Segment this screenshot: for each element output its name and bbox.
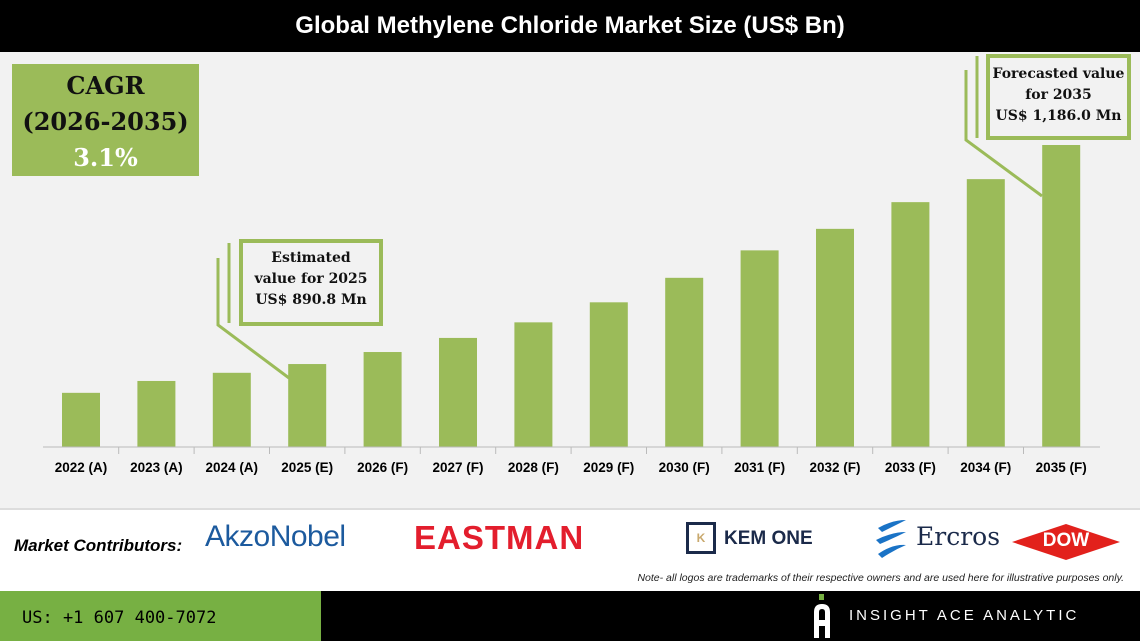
kemone-icon: K [686,522,716,554]
cagr-value: 3.1% [73,143,138,172]
bar-4 [363,352,402,447]
x-tick-label: 2034 (F) [960,460,1011,475]
bar-3 [288,364,327,447]
bar-6 [514,322,553,447]
ercros-icon [876,520,906,558]
x-tick-label: 2028 (F) [508,460,559,475]
bar-5 [439,337,477,447]
phone-number: US: +1 607 400-7072 [0,591,321,641]
forecast-callout: Forecasted value for 2035 US$ 1,186.0 Mn [986,54,1131,140]
x-tick-label: 2035 (F) [1036,460,1087,475]
akzonobel-logo: AkzoNobel [205,520,346,553]
bar-13 [1042,145,1081,448]
trademark-note: Note- all logos are trademarks of their … [637,572,1124,584]
x-tick-label: 2027 (F) [432,460,483,475]
ercros-logo: Ercros [916,522,1001,551]
bar-8 [665,277,704,447]
callout-text: value for 2025 [254,271,368,287]
callout-text: US$ 1,186.0 Mn [995,108,1122,124]
kemone-logo: KEM ONE [724,528,813,549]
bar-2 [212,372,251,447]
x-tick-label: 2030 (F) [659,460,710,475]
x-tick-label: 2029 (F) [583,460,634,475]
bar-1 [137,380,176,447]
callout-text: US$ 890.8 Mn [255,292,367,308]
cagr-box: CAGR (2026-2035) 3.1% [12,64,199,176]
eastman-logo: EASTMAN [414,519,585,556]
callout-text: Forecasted value [992,66,1125,82]
insight-ace-logo-icon [814,594,830,638]
dow-diamond-icon [1012,524,1120,560]
bar-9 [740,250,779,447]
brand-name: INSIGHT ACE ANALYTIC [849,607,1080,624]
dow-logo: DOW [1042,530,1090,551]
x-tick-label: 2032 (F) [809,460,860,475]
callout-connector [216,258,290,380]
callout-text: Estimated [271,250,351,266]
callout-lines [216,56,1043,380]
x-tick-label: 2023 (A) [130,460,183,475]
estimate-callout: Estimated value for 2025 US$ 890.8 Mn [239,239,383,326]
x-tick-label: 2025 (E) [281,460,333,475]
callout-connector [964,70,1043,198]
bar-10 [816,228,854,447]
bar-chart: 2022 (A) 2023 (A) 2024 (A) 2025 (E) 2026 (F)… [43,56,1100,475]
bar-7 [589,302,628,447]
bar-12 [966,179,1005,447]
footer-brand-bar: INSIGHT ACE ANALYTIC [321,591,1140,641]
bar-11 [891,202,930,447]
x-tick-label: 2026 (F) [357,460,408,475]
x-tick-label: 2024 (A) [206,460,259,475]
cagr-label: CAGR [66,71,145,100]
contributors-label: Market Contributors: [14,536,183,555]
cagr-period: (2026-2035) [22,107,189,136]
callout-text: for 2035 [1025,87,1092,103]
x-tick-label: 2031 (F) [734,460,785,475]
x-tick-label: 2033 (F) [885,460,936,475]
x-tick-label: 2022 (A) [55,460,108,475]
bar-0 [62,392,100,447]
chart-title: Global Methylene Chloride Market Size (U… [0,0,1140,52]
